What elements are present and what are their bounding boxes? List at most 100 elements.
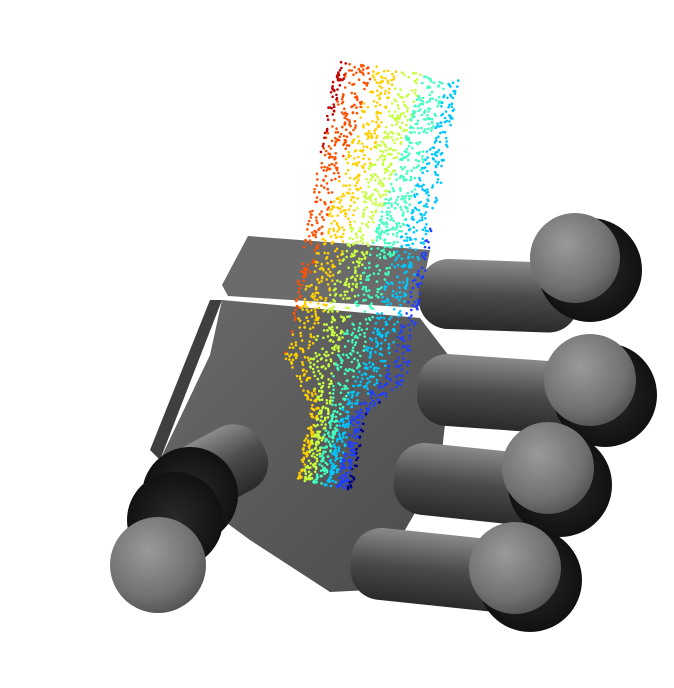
point: [331, 318, 335, 321]
point: [355, 162, 359, 165]
point: [428, 93, 432, 97]
point: [353, 126, 357, 130]
point: [349, 421, 353, 425]
point: [348, 367, 351, 371]
point: [397, 356, 401, 360]
point: [367, 278, 371, 281]
point: [330, 372, 333, 375]
point: [314, 398, 318, 401]
point: [309, 398, 313, 402]
point: [304, 288, 308, 291]
point: [424, 158, 427, 161]
point: [318, 463, 322, 466]
point: [354, 436, 357, 440]
point: [353, 384, 356, 388]
point: [378, 287, 381, 291]
point: [385, 280, 389, 284]
point: [381, 79, 385, 83]
point: [305, 378, 309, 382]
point: [310, 283, 313, 287]
point: [356, 399, 359, 402]
point: [445, 119, 449, 123]
point: [341, 440, 344, 443]
point: [403, 294, 407, 298]
point: [415, 165, 419, 169]
point: [327, 409, 330, 413]
point: [389, 302, 393, 306]
point: [303, 297, 307, 301]
point: [348, 296, 351, 300]
point: [344, 172, 348, 176]
point: [380, 312, 384, 315]
point: [311, 407, 315, 411]
point: [408, 246, 412, 250]
point: [347, 69, 351, 72]
point: [386, 132, 390, 136]
point: [326, 329, 329, 332]
point: [351, 282, 355, 286]
point: [425, 162, 429, 166]
point: [334, 362, 338, 366]
point: [371, 315, 375, 319]
point: [333, 219, 336, 223]
point: [345, 283, 348, 287]
point: [452, 89, 456, 93]
point: [401, 345, 404, 349]
point: [357, 142, 360, 145]
point: [401, 352, 405, 355]
point: [327, 440, 331, 444]
point: [369, 199, 373, 202]
point: [322, 336, 325, 340]
point: [377, 223, 381, 227]
point: [324, 461, 328, 465]
point: [351, 346, 355, 350]
point: [316, 321, 320, 325]
point: [335, 236, 339, 239]
point: [315, 286, 318, 289]
point: [324, 202, 327, 206]
point: [307, 358, 311, 362]
point: [343, 387, 347, 391]
point: [400, 257, 404, 261]
point: [373, 327, 377, 330]
point: [390, 281, 393, 285]
point: [299, 294, 303, 298]
point: [358, 411, 361, 414]
point: [322, 427, 326, 430]
point: [401, 335, 405, 339]
point: [374, 173, 377, 177]
point: [420, 218, 424, 222]
point: [306, 453, 309, 456]
point: [368, 165, 372, 169]
point: [391, 72, 394, 76]
point: [395, 178, 398, 182]
point: [407, 243, 410, 247]
point: [358, 364, 362, 368]
point: [317, 281, 321, 284]
point: [320, 232, 324, 236]
point: [392, 243, 395, 246]
finger-middle: [416, 334, 657, 447]
point: [314, 310, 317, 313]
point: [352, 209, 356, 212]
point: [328, 163, 331, 167]
point: [323, 136, 326, 140]
point: [366, 322, 369, 325]
point: [310, 412, 314, 416]
point: [344, 209, 347, 212]
point: [415, 184, 418, 187]
point: [315, 355, 319, 358]
point: [354, 442, 358, 445]
point: [335, 439, 339, 443]
point: [371, 175, 374, 179]
point: [311, 292, 315, 296]
point: [394, 360, 397, 364]
point: [407, 345, 411, 348]
point: [384, 105, 387, 109]
point: [331, 95, 334, 98]
point: [386, 69, 390, 73]
point: [365, 407, 368, 410]
point: [395, 198, 399, 202]
point: [350, 418, 354, 421]
point: [405, 239, 409, 242]
